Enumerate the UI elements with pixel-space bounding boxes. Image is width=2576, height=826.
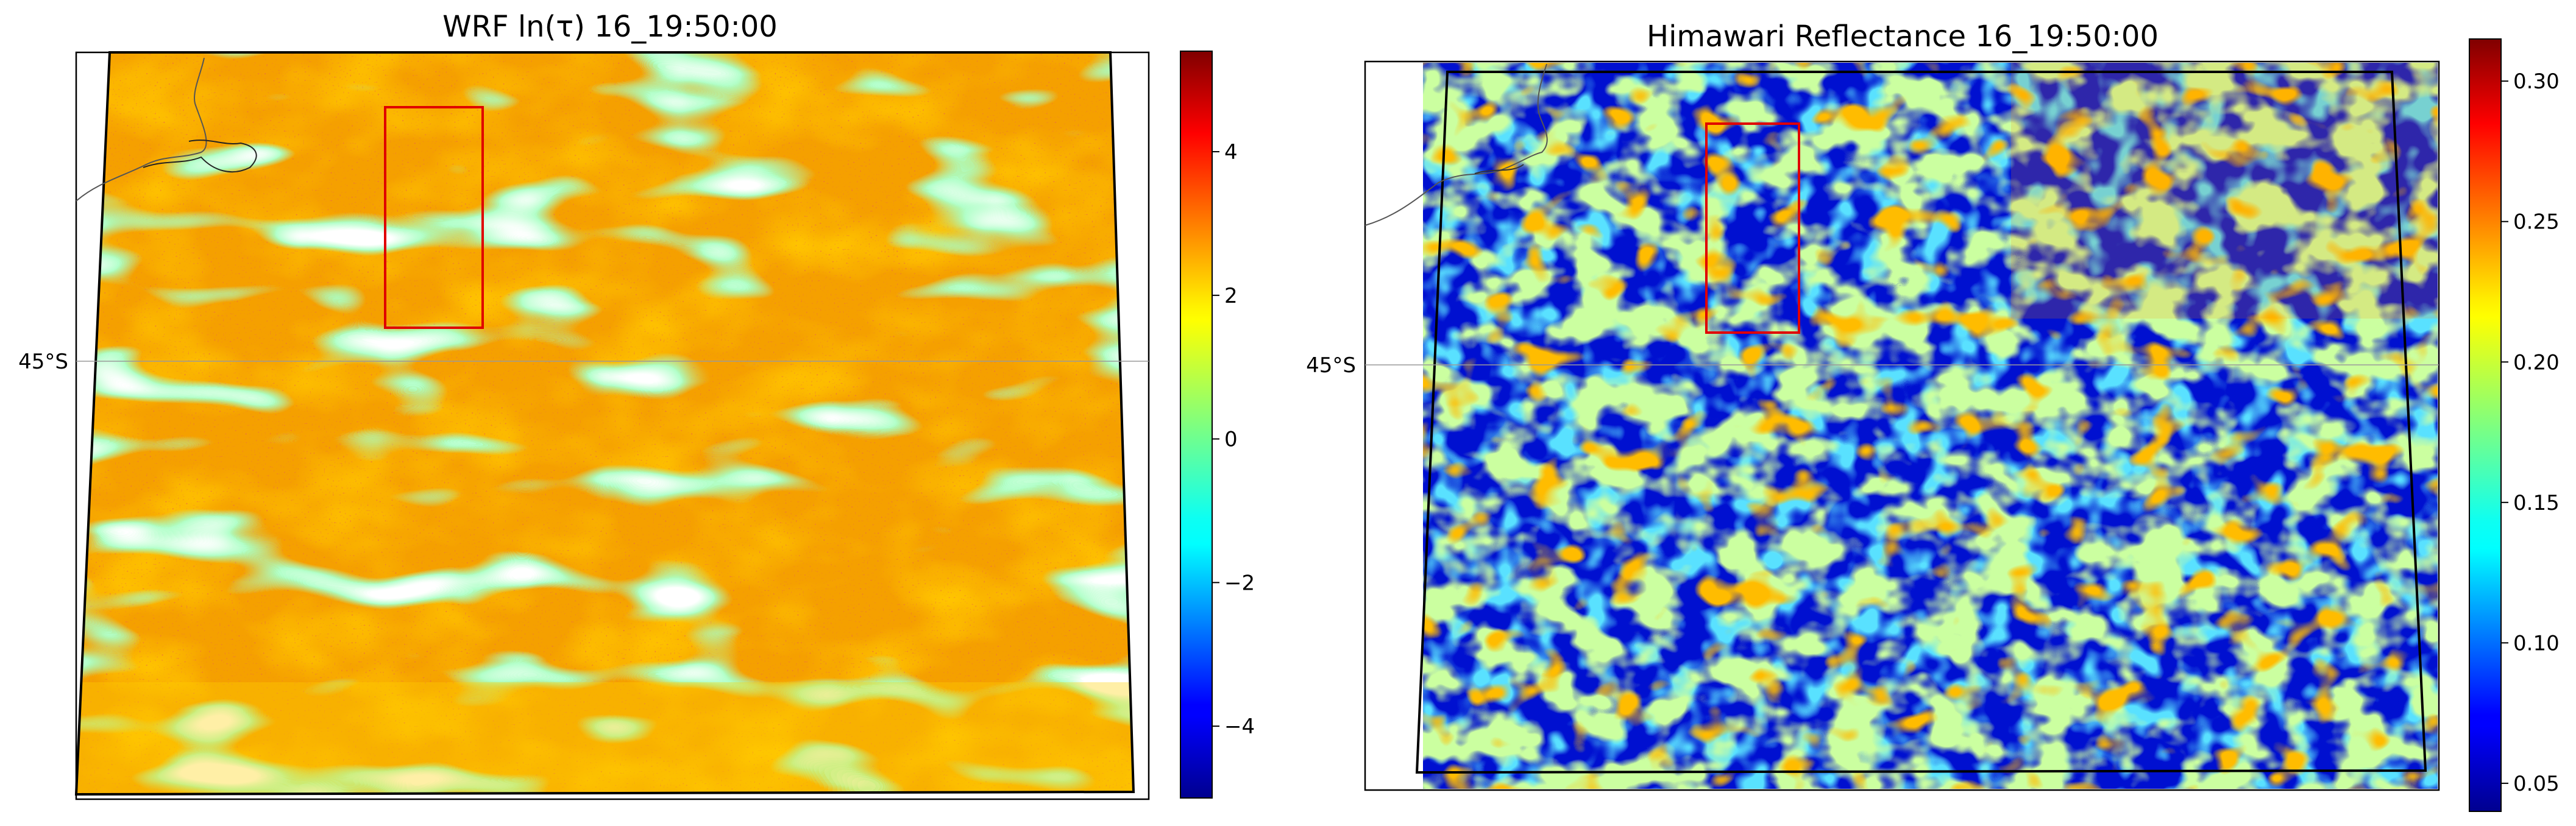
wrf-panel: WRF ln(τ) 16_19:50:00 45°S −4 −2 0 2 4 [18,10,1255,800]
wrf-title: WRF ln(τ) 16_19:50:00 [442,10,778,44]
wrf-coastline [76,57,207,202]
himawari-colorbar-tick-label: 0.15 [2513,491,2560,515]
himawari-panel: Himawari Reflectance 16_19:50:00 45°S 0.… [1306,19,2560,812]
wrf-field [76,52,1134,794]
wrf-highlight-box [384,106,484,329]
himawari-colorbar-tick-label: 0.05 [2513,772,2560,796]
himawari-colorbar-tick-label: 0.10 [2513,631,2560,655]
himawari-colorbar-tick-label: 0.20 [2513,350,2560,375]
himawari-field [1423,63,2438,789]
himawari-domain-outline [1415,71,2427,774]
himawari-colorbar-gradient [2469,38,2502,812]
himawari-coastline [1364,63,1548,226]
wrf-colorbar-gradient [1180,51,1213,799]
wrf-colorbar-tick-label: 4 [1224,140,1238,164]
wrf-colorbar-tick-label: 2 [1224,284,1238,308]
himawari-highlight-box [1705,122,1800,334]
wrf-colorbar-ticks: −4 −2 0 2 4 [1212,140,1255,739]
himawari-colorbar: 0.05 0.10 0.15 0.20 0.25 0.30 [2469,38,2560,812]
himawari-title: Himawari Reflectance 16_19:50:00 [1647,19,2159,54]
wrf-colorbar: −4 −2 0 2 4 [1180,51,1255,799]
himawari-latitude-label: 45°S [1306,353,1356,378]
himawari-colorbar-ticks: 0.05 0.10 0.15 0.20 0.25 0.30 [2501,69,2560,796]
wrf-latitude-label: 45°S [18,350,68,374]
wrf-colorbar-tick-label: −2 [1224,571,1255,595]
wrf-colorbar-tick-label: 0 [1224,428,1238,452]
wrf-colorbar-tick-label: −4 [1224,715,1255,739]
himawari-colorbar-tick-label: 0.25 [2513,210,2560,235]
wrf-domain-outline [74,51,1135,796]
himawari-colorbar-tick-label: 0.30 [2513,69,2560,94]
